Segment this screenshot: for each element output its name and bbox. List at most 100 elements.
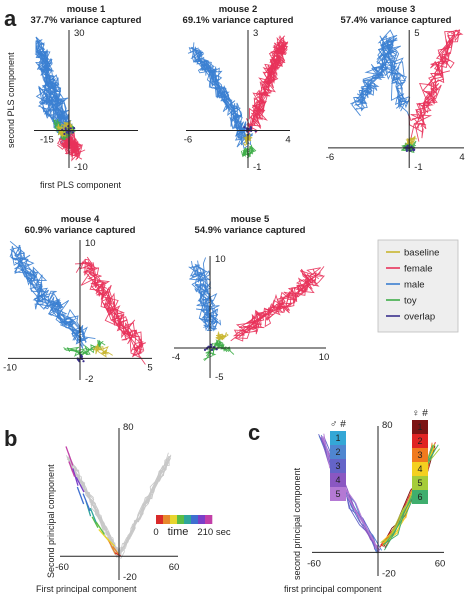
grey-trajectory: [67, 456, 120, 557]
overlap-point: [245, 127, 248, 130]
male-swatch: [330, 431, 346, 445]
x-tick-label: -6: [184, 135, 192, 146]
female-swatch-label: 2: [417, 436, 422, 446]
legend-label-female: female: [404, 264, 433, 275]
time-trajectory-segment: [68, 461, 76, 477]
mouse-plot-subtitle: 60.9% variance captured: [25, 225, 136, 236]
y-tick-label: -20: [382, 568, 396, 579]
female-trajectory: [250, 37, 287, 123]
male-swatch-label: 5: [335, 489, 340, 499]
overlap-point: [405, 148, 408, 151]
female-trajectory: [411, 29, 461, 129]
toy-trajectory: [242, 145, 257, 158]
mouse-plot-subtitle: 57.4% variance captured: [341, 15, 452, 26]
time-trajectory-segment: [95, 521, 106, 535]
overlap-point: [71, 131, 74, 134]
mouse-plot-subtitle: 37.7% variance captured: [31, 15, 142, 26]
time-trajectory-segment: [89, 507, 98, 524]
baseline-trajectory: [95, 346, 108, 354]
y-tick-label: -1: [253, 162, 261, 173]
male-swatch-label: 3: [335, 461, 340, 471]
male-swatch: [330, 487, 346, 501]
male-trajectory: [188, 47, 250, 148]
mouse-plot-title: mouse 1: [67, 4, 106, 15]
mouse-plot-title: mouse 2: [219, 4, 258, 15]
overlap-point: [211, 348, 214, 351]
colorbar-cell: [177, 515, 185, 524]
female-trajectory: [415, 29, 458, 129]
time-trajectory-segment: [112, 546, 120, 555]
panel-letter-c: c: [248, 420, 260, 445]
time-colorbar: 0 time 210 sec: [153, 515, 231, 538]
female-swatch-label: 1: [417, 422, 422, 432]
mouse-plot-2: mouse 269.1% variance captured -6 4 3 -1: [183, 4, 294, 173]
mouse-plot-5: mouse 554.9% variance captured -4 10 10 -5: [172, 214, 330, 383]
x-tick-label: 4: [459, 152, 464, 163]
legend: baseline female male toy overlap: [377, 239, 459, 333]
female-trajectory: [408, 30, 460, 133]
colorbar-max-label: 210 sec: [197, 527, 231, 538]
grey-trajectory: [69, 457, 118, 558]
baseline-trajectory: [243, 133, 253, 142]
overlap-point: [405, 149, 408, 152]
male-swatch: [330, 445, 346, 459]
x-tick-label: -10: [3, 362, 17, 373]
y-tick-label: 3: [253, 28, 258, 39]
x-tick-label: -60: [55, 562, 69, 573]
legend-label-overlap: overlap: [404, 312, 435, 323]
female-swatch: [412, 448, 428, 462]
male-swatch-header: ♂ #: [330, 419, 346, 430]
overlap-point: [82, 360, 85, 363]
baseline-trajectory: [404, 135, 416, 146]
x-tick-label: 5: [147, 362, 152, 373]
female-swatch: [412, 462, 428, 476]
y-tick-label: -1: [414, 162, 422, 173]
legend-label-baseline: baseline: [404, 248, 439, 259]
x-tick-label: -4: [172, 352, 180, 363]
panel-b: -60 60 80 -20 0 time 210 sec: [55, 422, 231, 583]
y-tick-label: -20: [123, 572, 137, 583]
time-trajectory-segment: [65, 446, 74, 466]
y-tick-label: -10: [74, 162, 88, 173]
time-trajectory-segment: [104, 536, 116, 547]
mouse-plot-title: mouse 3: [377, 4, 416, 15]
male-trajectory: [355, 29, 410, 109]
female-swatch-label: 4: [417, 464, 422, 474]
panel-c-ylabel: second principal component: [292, 467, 302, 580]
grey-trajectory: [120, 452, 169, 555]
colorbar-cell: [191, 515, 199, 524]
overlap-point: [203, 348, 207, 351]
overlap-point: [77, 358, 80, 361]
y-tick-label: -2: [85, 374, 93, 385]
male-trajectory: [190, 265, 222, 327]
baseline-trajectory: [215, 333, 227, 340]
x-tick-label: -6: [326, 152, 334, 163]
time-trajectory-segment: [114, 552, 121, 557]
female-swatch: [412, 490, 428, 504]
overlap-point: [72, 126, 76, 130]
y-tick-label: 80: [382, 420, 393, 431]
female-trajectory: [234, 269, 317, 342]
y-tick-label: 30: [74, 28, 85, 39]
male-trajectory: [14, 249, 96, 341]
colorbar-title: time: [168, 526, 189, 538]
y-tick-label: 10: [215, 254, 226, 265]
male-swatch: [330, 473, 346, 487]
colorbar-cell: [184, 515, 192, 524]
x-tick-label: 4: [285, 135, 290, 146]
mouse-plot-1: mouse 137.7% variance captured -15 30 -10: [31, 4, 142, 173]
overlap-point: [249, 127, 253, 130]
x-tick-label: -60: [307, 558, 321, 569]
overlap-point: [69, 127, 72, 130]
mouse-plot-title: mouse 5: [231, 214, 270, 225]
y-tick-label: 5: [414, 28, 419, 39]
colorbar-cell: [170, 515, 178, 524]
male-trajectory: [194, 257, 219, 330]
toy-trajectory: [66, 340, 104, 357]
mouse-plot-title: mouse 4: [61, 214, 100, 225]
panel-letter-b: b: [4, 426, 17, 451]
female-trajectory: [79, 259, 145, 355]
overlap-point: [406, 144, 409, 147]
male-swatch: [330, 459, 346, 473]
